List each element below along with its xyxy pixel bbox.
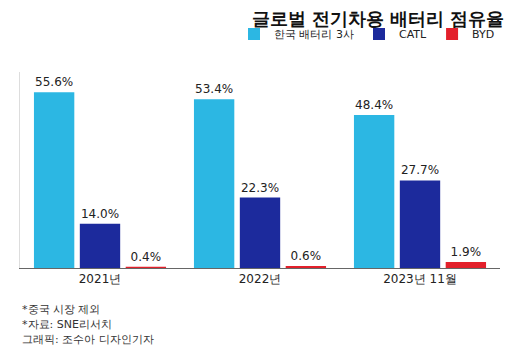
svg-text:14.0%: 14.0% [81, 207, 119, 221]
svg-text:그래픽: 조수아 디자인기자: 그래픽: 조수아 디자인기자 [22, 333, 154, 346]
svg-text:*중국 시장 제외: *중국 시장 제외 [22, 303, 101, 316]
svg-text:2022년: 2022년 [239, 272, 282, 286]
svg-text:1.9%: 1.9% [451, 245, 482, 259]
svg-text:CATL: CATL [399, 28, 427, 41]
svg-text:한국 배터리 3사: 한국 배터리 3사 [274, 28, 354, 41]
svg-text:*자료: SNE리서치: *자료: SNE리서치 [22, 318, 112, 331]
svg-text:2023년 11월: 2023년 11월 [383, 272, 457, 286]
svg-text:27.7%: 27.7% [401, 163, 439, 177]
svg-text:55.6%: 55.6% [35, 75, 73, 89]
svg-text:0.4%: 0.4% [131, 250, 162, 264]
svg-text:53.4%: 53.4% [195, 82, 233, 96]
svg-text:0.6%: 0.6% [291, 249, 322, 263]
svg-text:48.4%: 48.4% [355, 98, 393, 112]
svg-text:2021년: 2021년 [79, 272, 122, 286]
svg-text:22.3%: 22.3% [241, 181, 279, 195]
svg-text:글로벌 전기차용 배터리 점유율: 글로벌 전기차용 배터리 점유율 [252, 8, 505, 29]
svg-text:BYD: BYD [472, 28, 494, 41]
